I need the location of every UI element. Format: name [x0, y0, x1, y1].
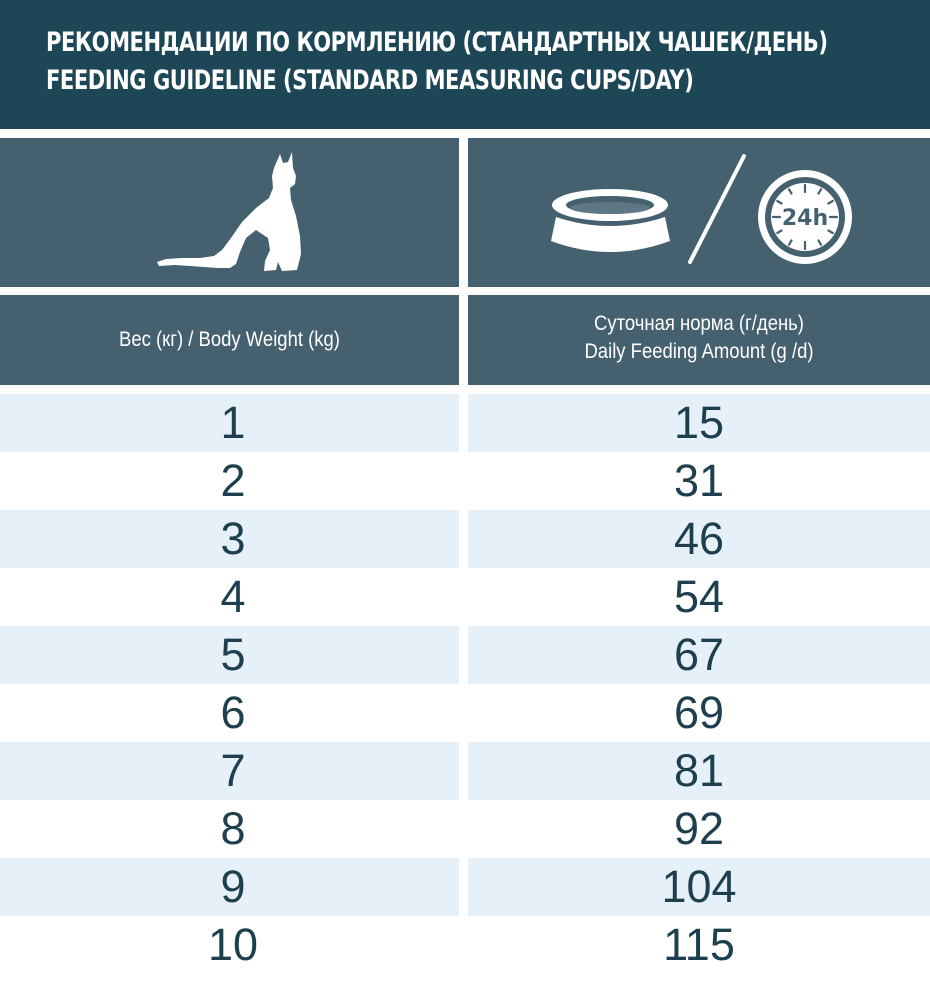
title-english: FEEDING GUIDELINE (STANDARD MEASURING CU…: [46, 65, 694, 96]
amount-column-label: Суточная норма (г/день) Daily Feeding Am…: [496, 310, 903, 366]
weight-value: 2: [220, 455, 246, 506]
weight-value: 7: [220, 745, 246, 796]
amount-value: 104: [661, 861, 737, 912]
clock-label: 24h: [782, 206, 828, 231]
weight-value: 6: [220, 687, 246, 738]
amount-value: 81: [673, 745, 725, 796]
table-row: 8 92: [0, 800, 930, 858]
table-row: 7 81: [0, 742, 930, 800]
table-row: 2 31: [0, 452, 930, 510]
weight-value: 1: [220, 397, 246, 448]
feeding-icon-cell: [468, 138, 930, 287]
amount-value: 69: [673, 687, 725, 738]
table-row: 9 104: [0, 858, 930, 916]
weight-value: 10: [207, 919, 259, 970]
amount-value: 15: [673, 397, 725, 448]
weight-value: 3: [220, 513, 246, 564]
weight-value: 8: [220, 803, 246, 854]
amount-value: 31: [673, 455, 725, 506]
amount-value: 115: [663, 919, 735, 970]
clock-24h-icon: 24h: [758, 170, 852, 264]
feeding-table: 1 15 2 31 3 46 4 54 5 67 6 69: [0, 394, 930, 974]
weight-value: 4: [220, 571, 246, 622]
table-row: 3 46: [0, 510, 930, 568]
table-row: 10 115: [0, 916, 930, 974]
food-bowl-icon: [551, 189, 670, 252]
amount-header-cell: [468, 295, 930, 385]
amount-value: 92: [673, 803, 725, 854]
table-row: 5 67: [0, 626, 930, 684]
weight-value: 5: [220, 629, 246, 680]
slash-divider: [688, 154, 746, 264]
amount-value: 54: [673, 571, 725, 622]
amount-label-russian: Суточная норма (г/день): [594, 312, 804, 335]
amount-label-english: Daily Feeding Amount (g /d): [584, 340, 814, 363]
table-row: 6 69: [0, 684, 930, 742]
weight-value: 9: [220, 861, 246, 912]
title-banner: РЕКОМЕНДАЦИИ ПО КОРМЛЕНИЮ (СТАНДАРТНЫХ Ч…: [0, 0, 930, 129]
title-russian: РЕКОМЕНДАЦИИ ПО КОРМЛЕНИЮ (СТАНДАРТНЫХ Ч…: [46, 27, 828, 58]
amount-value: 46: [673, 513, 725, 564]
weight-header-cell: [0, 295, 459, 385]
weight-column-label: Вес (кг) / Body Weight (kg): [119, 328, 340, 351]
table-row: 4 54: [0, 568, 930, 626]
amount-value: 67: [673, 629, 725, 680]
cat-silhouette-icon: [157, 152, 301, 271]
table-row: 1 15: [0, 394, 930, 452]
